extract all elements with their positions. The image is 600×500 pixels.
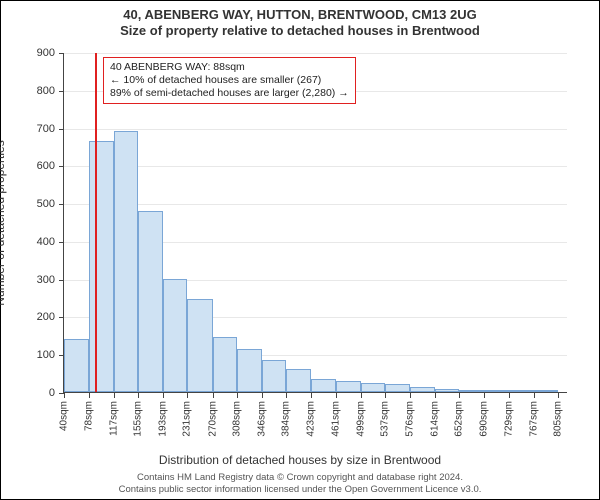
y-tick-mark: [59, 204, 64, 205]
x-tick-label: 117sqm: [108, 401, 119, 436]
x-tick-mark: [213, 393, 214, 398]
footer-line-2: Contains public sector information licen…: [1, 484, 599, 495]
x-tick-label: 231sqm: [182, 401, 193, 437]
x-tick-label: 499sqm: [355, 401, 366, 437]
x-tick-mark: [558, 393, 559, 398]
title-line-2: Size of property relative to detached ho…: [1, 23, 599, 39]
x-tick-label: 384sqm: [281, 401, 292, 437]
x-tick-label: 729sqm: [504, 401, 515, 437]
histogram-bar: [213, 337, 238, 392]
grid-line: [64, 53, 567, 54]
y-tick-label: 700: [15, 123, 55, 135]
y-tick-label: 600: [15, 160, 55, 172]
histogram-bar: [187, 299, 212, 392]
x-tick-label: 193sqm: [157, 401, 168, 437]
histogram-bar: [509, 390, 534, 392]
x-tick-label: 78sqm: [83, 401, 94, 431]
y-tick-label: 800: [15, 85, 55, 97]
annotation-line-2: ← 10% of detached houses are smaller (26…: [110, 74, 349, 87]
x-axis-label: Distribution of detached houses by size …: [1, 453, 599, 467]
y-tick-mark: [59, 317, 64, 318]
title-line-1: 40, ABENBERG WAY, HUTTON, BRENTWOOD, CM1…: [1, 7, 599, 23]
x-tick-mark: [484, 393, 485, 398]
x-tick-label: 308sqm: [232, 401, 243, 437]
x-tick-label: 614sqm: [429, 401, 440, 437]
x-tick-mark: [138, 393, 139, 398]
marker-annotation: 40 ABENBERG WAY: 88sqm ← 10% of detached…: [103, 57, 356, 104]
grid-line: [64, 166, 567, 167]
y-tick-mark: [59, 242, 64, 243]
y-tick-label: 900: [15, 47, 55, 59]
histogram-bar: [237, 349, 262, 392]
y-tick-label: 500: [15, 198, 55, 210]
histogram-bar: [311, 379, 336, 392]
y-tick-label: 200: [15, 311, 55, 323]
footer-block: Contains HM Land Registry data © Crown c…: [1, 472, 599, 495]
x-tick-mark: [509, 393, 510, 398]
histogram-bar: [64, 339, 89, 392]
x-tick-label: 461sqm: [331, 401, 342, 437]
plot-wrap: 40sqm78sqm117sqm155sqm193sqm231sqm270sqm…: [63, 53, 567, 393]
annotation-line-1: 40 ABENBERG WAY: 88sqm: [110, 61, 349, 74]
title-block: 40, ABENBERG WAY, HUTTON, BRENTWOOD, CM1…: [1, 1, 599, 40]
grid-line: [64, 204, 567, 205]
x-tick-mark: [410, 393, 411, 398]
histogram-bar: [89, 141, 114, 392]
x-tick-mark: [237, 393, 238, 398]
x-tick-mark: [336, 393, 337, 398]
histogram-bar: [138, 211, 163, 392]
histogram-bar: [114, 131, 139, 392]
histogram-bar: [435, 389, 460, 392]
histogram-bar: [336, 381, 361, 392]
x-tick-mark: [286, 393, 287, 398]
x-tick-mark: [435, 393, 436, 398]
y-tick-label: 400: [15, 236, 55, 248]
x-tick-mark: [311, 393, 312, 398]
histogram-bar: [410, 387, 435, 392]
y-tick-mark: [59, 91, 64, 92]
x-tick-mark: [64, 393, 65, 398]
marker-line: [95, 53, 97, 392]
x-tick-mark: [361, 393, 362, 398]
x-tick-mark: [385, 393, 386, 398]
x-tick-label: 576sqm: [405, 401, 416, 437]
histogram-bar: [459, 390, 484, 392]
x-tick-mark: [459, 393, 460, 398]
x-tick-mark: [262, 393, 263, 398]
annotation-line-3: 89% of semi-detached houses are larger (…: [110, 87, 349, 100]
x-tick-mark: [89, 393, 90, 398]
footer-line-1: Contains HM Land Registry data © Crown c…: [1, 472, 599, 483]
histogram-bar: [385, 384, 410, 392]
histogram-bar: [534, 390, 559, 392]
histogram-bar: [286, 369, 311, 392]
x-tick-mark: [114, 393, 115, 398]
x-tick-label: 423sqm: [306, 401, 317, 437]
histogram-bar: [361, 383, 386, 392]
x-tick-label: 40sqm: [59, 401, 70, 431]
x-tick-label: 346sqm: [256, 401, 267, 437]
chart-root: 40, ABENBERG WAY, HUTTON, BRENTWOOD, CM1…: [0, 0, 600, 500]
x-tick-mark: [534, 393, 535, 398]
grid-line: [64, 129, 567, 130]
y-tick-mark: [59, 53, 64, 54]
y-tick-mark: [59, 166, 64, 167]
x-tick-label: 155sqm: [133, 401, 144, 437]
x-tick-mark: [187, 393, 188, 398]
y-tick-mark: [59, 280, 64, 281]
x-tick-label: 537sqm: [380, 401, 391, 437]
x-tick-label: 805sqm: [553, 401, 564, 437]
x-tick-label: 767sqm: [528, 401, 539, 437]
y-tick-label: 100: [15, 349, 55, 361]
y-tick-label: 0: [15, 387, 55, 399]
x-tick-mark: [163, 393, 164, 398]
x-tick-label: 690sqm: [479, 401, 490, 437]
histogram-bar: [262, 360, 287, 392]
histogram-bar: [163, 279, 188, 392]
y-tick-label: 300: [15, 274, 55, 286]
x-tick-label: 652sqm: [454, 401, 465, 437]
y-tick-mark: [59, 129, 64, 130]
x-tick-label: 270sqm: [207, 401, 218, 437]
histogram-bar: [484, 390, 509, 392]
y-axis-label: Number of detached properties: [0, 140, 7, 305]
